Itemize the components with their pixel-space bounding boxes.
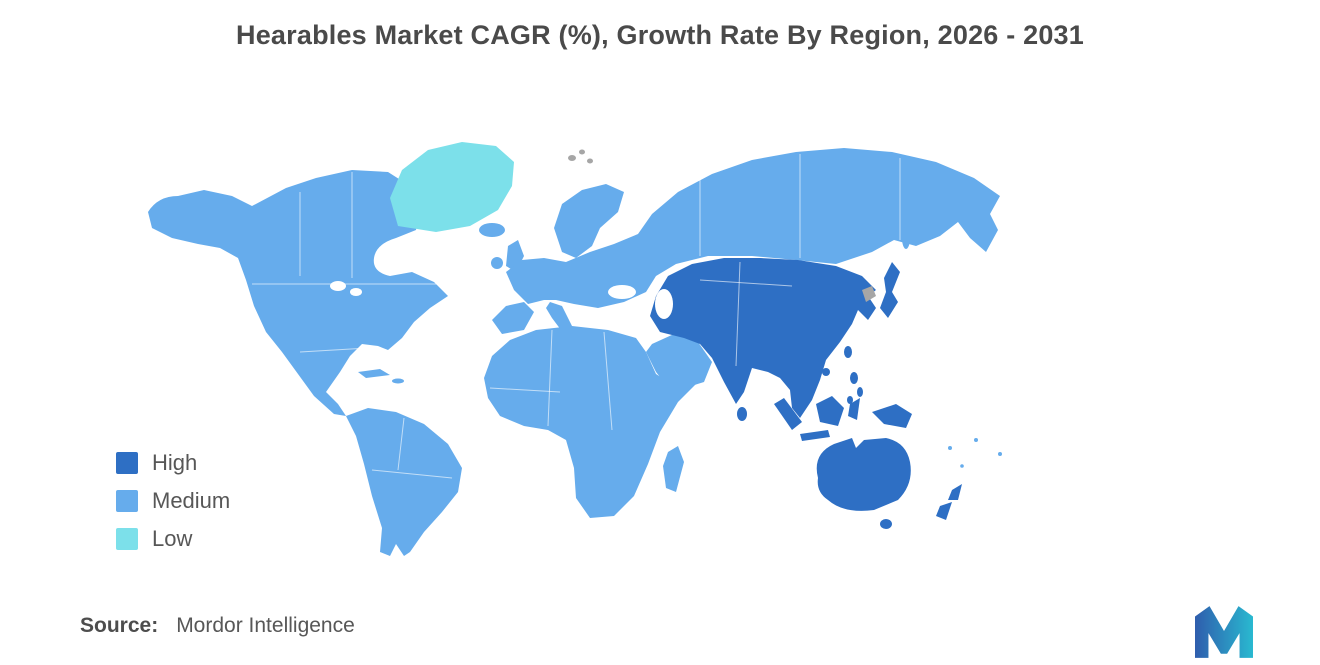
chart-title: Hearables Market CAGR (%), Growth Rate B… [236,20,1084,50]
region-philippines-1 [850,372,858,384]
region-iceland [479,223,505,237]
region-hispaniola [392,378,404,384]
legend-label-low: Low [152,526,193,551]
great-lakes-1 [330,281,346,291]
region-sumatra [774,398,802,430]
region-sulawesi [848,398,860,420]
region-pacific-island-1 [948,446,952,450]
region-cuba [358,369,390,378]
region-pacific-island-3 [998,452,1002,456]
region-philippines-2 [857,387,863,397]
black-sea [608,285,636,299]
region-africa [484,326,696,518]
region-asia-high [650,258,876,418]
region-pacific-island-2 [974,438,978,442]
source-label: Source: [80,614,159,637]
region-new-guinea [872,404,912,428]
region-svalbard-1 [568,155,576,161]
region-svalbard-2 [579,149,585,155]
region-madagascar [663,446,684,492]
caspian-sea [655,289,673,319]
border-us-mexico [299,347,369,353]
border-south-america-1 [397,417,405,471]
legend-swatch-medium [116,490,138,512]
region-tasmania [880,519,892,529]
region-australia [816,438,911,511]
region-sakhalin [902,227,910,249]
region-north-america [148,170,448,416]
region-pacific-island-4 [960,464,964,468]
mordor-intelligence-logo-icon [1195,606,1253,658]
legend-swatch-low [116,528,138,550]
border-africa-2 [603,331,613,431]
region-arabia [646,334,712,392]
region-ireland [491,257,503,269]
legend-label-medium: Medium [152,488,231,513]
border-africa-3 [489,387,561,393]
border-africa-1 [547,329,553,427]
region-java [800,430,830,441]
legend-item-low: Low [116,528,230,550]
region-greenland [390,142,514,232]
region-europe-russia [506,148,1000,308]
region-japan [880,262,900,318]
region-borneo [816,396,844,426]
region-hainan [822,368,830,376]
source-line: Source: Mordor Intelligence [80,614,355,638]
region-philippines-3 [847,396,853,404]
region-south-america [346,408,462,556]
region-italy [546,302,572,334]
border-asia-2 [699,279,793,287]
border-asia-1 [735,261,741,367]
region-svalbard-3 [587,158,593,164]
legend-label-high: High [152,450,198,475]
legend-swatch-high [116,452,138,474]
region-new-zealand-north [948,484,962,500]
legend-item-high: High [116,452,230,474]
region-new-zealand-south [936,502,952,520]
legend-item-medium: Medium [116,490,230,512]
region-sri-lanka [737,407,747,421]
region-scandinavia [554,184,624,258]
great-lakes-2 [350,288,362,296]
legend: High Medium Low [116,452,230,566]
region-north-korea [862,286,876,302]
region-iberia [492,302,534,334]
region-taiwan [844,346,852,358]
border-south-america-2 [371,469,453,479]
source-value: Mordor Intelligence [176,614,355,637]
